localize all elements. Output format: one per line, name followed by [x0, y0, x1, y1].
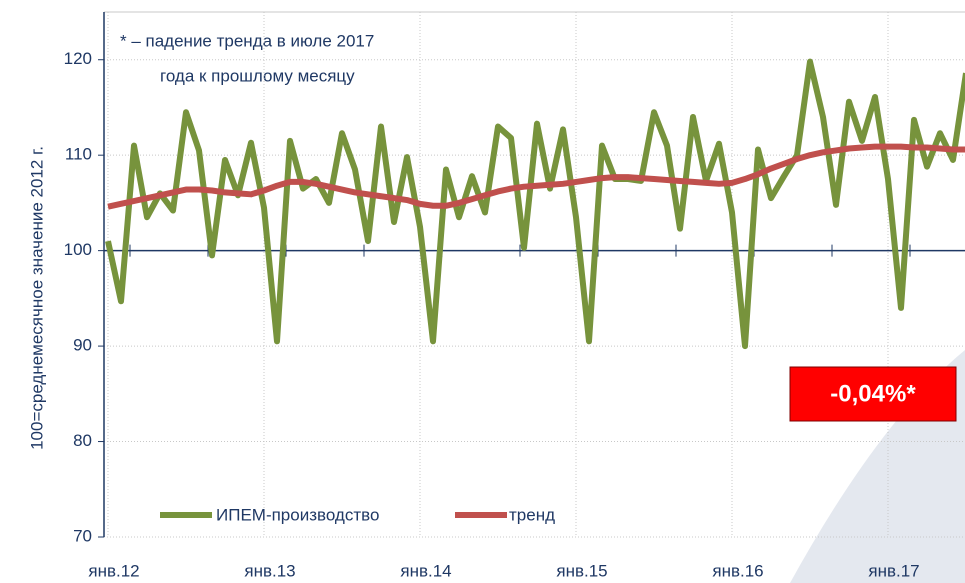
callout-text: -0,04%* — [830, 380, 916, 407]
x-tick-label: янв.12 — [88, 561, 139, 580]
y-tick-label: 80 — [73, 431, 92, 450]
x-tick-label: янв.16 — [712, 561, 763, 580]
y-tick-label: 110 — [65, 145, 92, 164]
x-tick-label: янв.15 — [556, 561, 607, 580]
series-line — [105, 58, 965, 350]
annotation: года к прошлому месяцу — [160, 66, 355, 85]
legend-label: тренд — [509, 505, 555, 524]
plot: 70 80 90 100 110 120 янв.12 янв.13 янв.14 янв.15 я… — [64, 11, 965, 580]
callout-box — [789, 366, 957, 422]
y-tick-label: 120 — [64, 49, 92, 68]
legend-label: ИПЕМ-производство — [216, 505, 379, 524]
y-tick-label: 100 — [64, 240, 92, 259]
annotation: * – падение тренда в июле 2017 — [120, 31, 374, 50]
x-tick-label: янв.14 — [400, 561, 451, 580]
y-tick-label: 70 — [73, 526, 92, 545]
x-tick-label: янв.17 — [868, 561, 919, 580]
y-axis-label: 100=среднемесячное значение 2012 г. — [27, 146, 46, 450]
x-tick-label: янв.13 — [244, 561, 295, 580]
series-line — [107, 143, 965, 210]
y-tick-label: 90 — [73, 336, 92, 355]
